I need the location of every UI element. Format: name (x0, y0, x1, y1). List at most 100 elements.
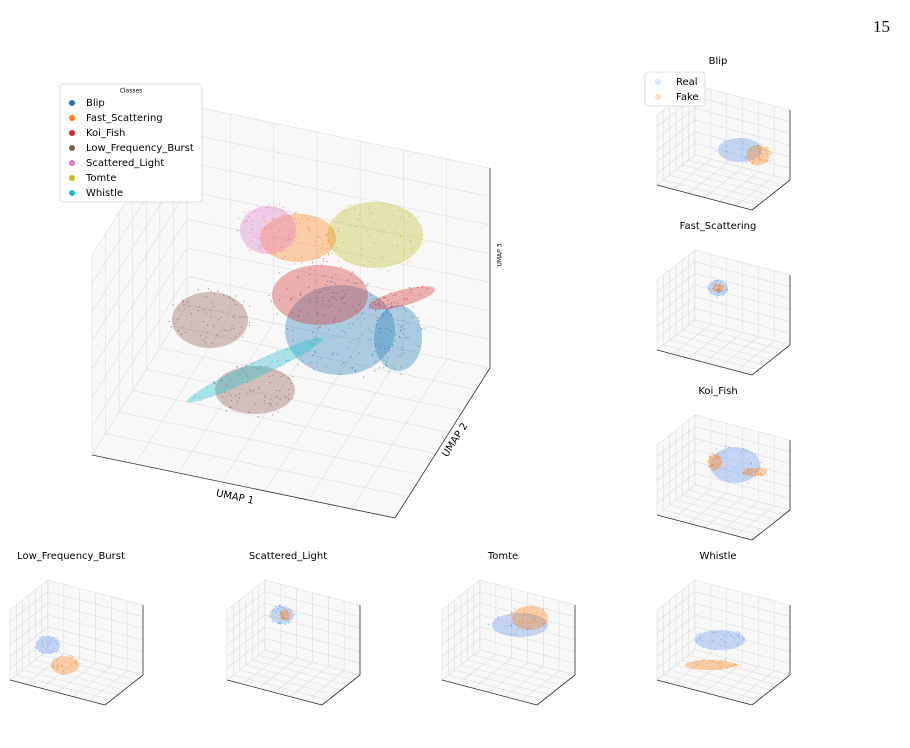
point (36, 643, 38, 645)
point (745, 158, 747, 160)
point (333, 296, 335, 298)
point (379, 331, 381, 333)
grid-line (308, 349, 404, 501)
point (410, 289, 412, 291)
point (270, 404, 272, 406)
point (741, 472, 744, 474)
point (225, 410, 228, 412)
point (368, 307, 371, 309)
point (409, 239, 411, 241)
axis-line (751, 674, 791, 706)
point (252, 229, 254, 231)
point (313, 288, 315, 291)
cluster (51, 656, 79, 674)
point (235, 394, 237, 396)
point (714, 280, 716, 282)
point (532, 607, 534, 609)
point (354, 207, 356, 210)
point (341, 298, 343, 300)
point (218, 378, 220, 380)
grid-line (119, 411, 423, 476)
point (720, 290, 723, 292)
subplot: Low_Frequency_Burst (9, 551, 144, 706)
subplot-title: Whistle (699, 551, 736, 562)
point (275, 605, 277, 607)
point (724, 659, 727, 662)
point (376, 319, 378, 321)
point (245, 374, 247, 377)
point (34, 646, 36, 648)
grid-line (178, 322, 274, 474)
point (256, 368, 258, 370)
point (271, 360, 273, 362)
point (284, 612, 286, 615)
point (70, 664, 73, 666)
subplot-title: Tomte (487, 551, 518, 562)
point (405, 299, 407, 301)
point (178, 329, 180, 332)
point (264, 226, 266, 228)
point (333, 291, 335, 294)
point (288, 378, 291, 380)
point (333, 320, 335, 322)
point (713, 648, 715, 650)
point (724, 641, 727, 643)
point (377, 303, 380, 305)
point (390, 314, 393, 317)
point (286, 614, 289, 616)
cluster (713, 284, 723, 292)
point (282, 245, 284, 248)
point (405, 310, 407, 312)
grid-line (694, 96, 791, 122)
point (318, 326, 320, 328)
point (419, 327, 421, 329)
main-plot (91, 103, 491, 519)
point (371, 212, 374, 214)
point (323, 314, 325, 317)
point (312, 331, 314, 334)
point (513, 608, 516, 610)
point (209, 309, 211, 312)
point (757, 473, 759, 475)
point (256, 204, 258, 206)
point (718, 457, 720, 459)
point (325, 234, 327, 236)
point (258, 244, 260, 246)
point (252, 221, 255, 223)
axis-line (441, 679, 538, 706)
point (743, 638, 745, 640)
point (387, 307, 390, 309)
point (724, 140, 726, 142)
point (268, 294, 270, 296)
point (367, 234, 370, 236)
point (413, 246, 415, 249)
point (539, 616, 541, 618)
point (401, 304, 403, 306)
point (268, 615, 271, 617)
point (717, 463, 719, 465)
axis-line (226, 679, 323, 706)
legend-marker (69, 100, 75, 106)
point (239, 393, 241, 395)
point (725, 288, 728, 291)
point (286, 348, 288, 350)
point (343, 289, 345, 291)
point (272, 218, 274, 220)
point (363, 225, 365, 227)
point (738, 635, 740, 638)
point (268, 241, 271, 243)
point (320, 264, 323, 266)
point (362, 376, 365, 378)
legend-marker (655, 94, 661, 100)
point (75, 661, 77, 663)
point (417, 286, 419, 289)
point (759, 472, 762, 474)
point (388, 303, 390, 305)
point (758, 151, 760, 153)
point (386, 327, 388, 329)
cluster (186, 337, 324, 403)
point (203, 309, 205, 311)
grid-line (91, 219, 188, 370)
cluster-points (712, 283, 725, 292)
point (331, 292, 334, 294)
